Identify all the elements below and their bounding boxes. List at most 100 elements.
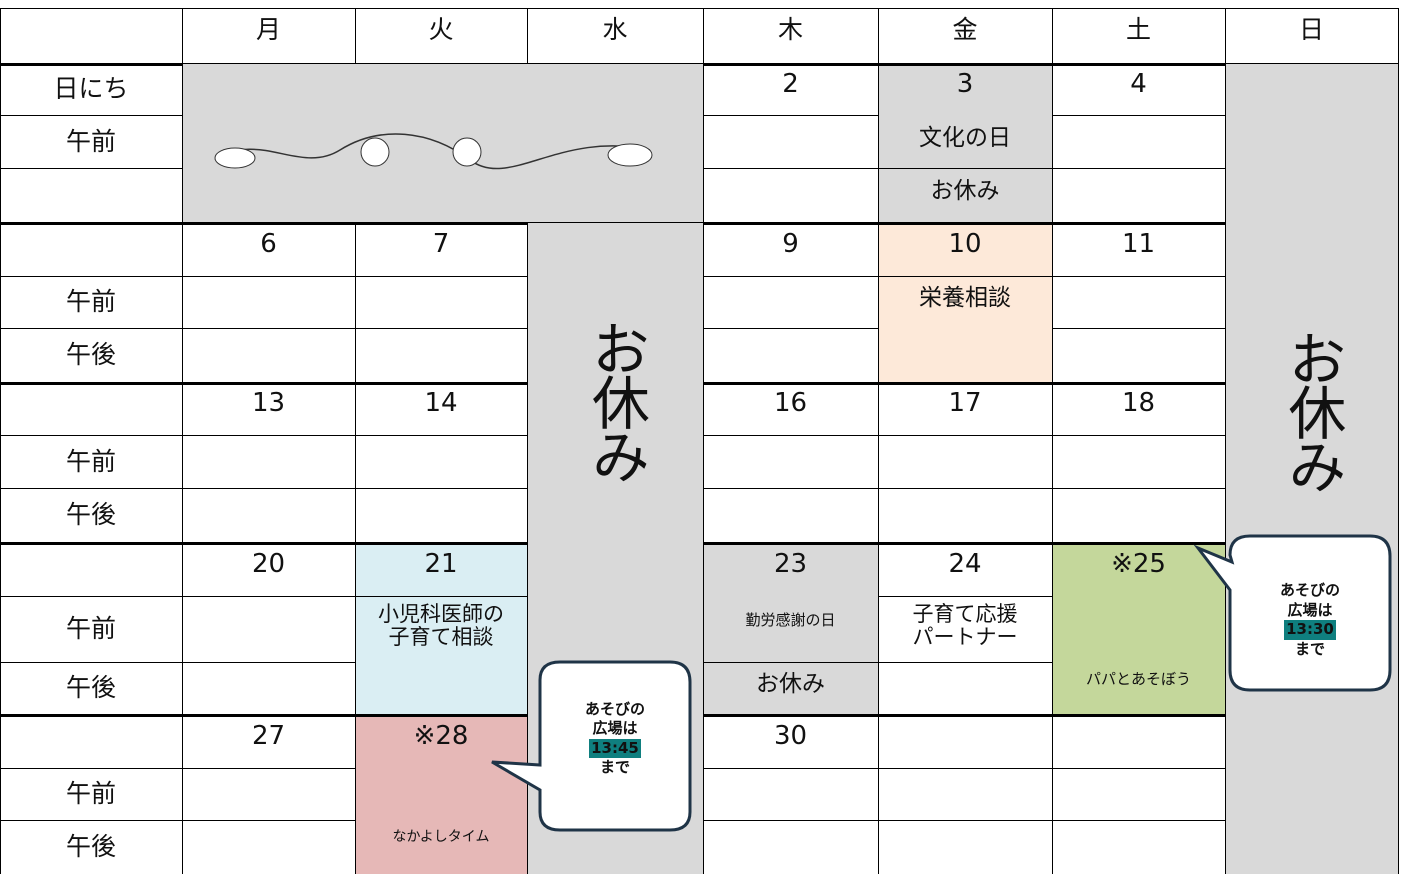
- text-line: 木: [777, 15, 803, 45]
- cell: [182, 276, 356, 329]
- date: 4: [1052, 63, 1225, 105]
- row-label: 午前: [0, 115, 182, 168]
- cell: [0, 820, 183, 874]
- cell: [878, 488, 1053, 543]
- text-line: 広場は: [1287, 600, 1333, 619]
- cell: [878, 222, 1053, 277]
- text-line: 日にち: [53, 74, 129, 104]
- text-line: 午前: [65, 446, 116, 476]
- cell: [182, 714, 356, 769]
- text-line: まで: [1294, 639, 1325, 658]
- date: 18: [1052, 382, 1225, 425]
- text-line: 午前: [65, 614, 116, 644]
- event: お休み: [703, 662, 878, 708]
- text-line: パートナー: [912, 625, 1018, 649]
- callout-time: 13:30: [1284, 620, 1336, 640]
- date: ※25: [1052, 542, 1225, 586]
- text-line: 23: [773, 548, 808, 579]
- text-line: 午前: [65, 126, 116, 156]
- text-line: 14: [424, 388, 458, 419]
- text-line: 午前: [65, 287, 116, 317]
- cell: [1052, 768, 1226, 821]
- row-label: 午後: [0, 662, 182, 714]
- date: 24: [878, 542, 1052, 586]
- header-cell: [355, 8, 528, 64]
- cell: [703, 714, 879, 769]
- event: 勤労感謝の日: [703, 596, 878, 644]
- text-line: なかよしタイム: [392, 829, 490, 846]
- text-line: 月: [255, 15, 281, 45]
- text-line: 午後: [65, 832, 116, 862]
- closed-label: お休み: [1225, 310, 1398, 510]
- cell: [1052, 168, 1226, 223]
- date: 3: [878, 63, 1052, 105]
- text-line: 18: [1121, 388, 1156, 419]
- row-label: 午後: [0, 488, 182, 542]
- text-line: あそびの: [584, 699, 645, 718]
- date: 2: [703, 63, 878, 105]
- closed-block: [1225, 63, 1399, 874]
- cell: [0, 328, 183, 383]
- row-label: 日にち: [0, 63, 182, 115]
- text-line: まで: [599, 758, 630, 776]
- date: 30: [703, 714, 878, 758]
- text-line: ※28: [413, 720, 469, 751]
- text-line: 広場は: [592, 719, 638, 737]
- event: お休み: [878, 168, 1052, 216]
- text-line: 3: [956, 68, 974, 99]
- day-header: 日: [1225, 8, 1398, 52]
- date: ※28: [355, 714, 527, 758]
- cell: [0, 168, 183, 223]
- text-line: お休み: [1278, 329, 1347, 491]
- cell: [182, 820, 356, 874]
- text-line: 17: [948, 388, 982, 419]
- event: 小児科医師の 子育て相談: [355, 596, 527, 656]
- cell: [703, 382, 879, 436]
- cell: [0, 542, 183, 597]
- text-line: 11: [1121, 228, 1156, 259]
- event: 子育て応援 パートナー: [878, 596, 1052, 656]
- cell: [355, 542, 528, 597]
- text-line: 16: [773, 388, 808, 419]
- text-line: 小児科医師の: [378, 601, 504, 626]
- date: 27: [182, 714, 355, 758]
- text-line: 土: [1125, 15, 1151, 45]
- cell-block: [1052, 542, 1226, 715]
- text-line: 4: [1130, 68, 1147, 99]
- cell: [703, 488, 879, 543]
- date: 14: [355, 382, 527, 425]
- header-cell: [703, 8, 879, 64]
- closed-block: [182, 63, 704, 223]
- callout: あそびの 広場は 13:30 まで: [1235, 560, 1385, 680]
- cell: [182, 222, 356, 277]
- closed-label: お休み: [527, 300, 703, 500]
- text-line: ※25: [1111, 548, 1166, 579]
- text-line: 10: [948, 228, 982, 259]
- event: なかよしタイム: [355, 820, 527, 856]
- date: 23: [703, 542, 878, 586]
- row-label: 午前: [0, 276, 182, 328]
- text-line: 9: [782, 228, 799, 259]
- text-line: 2: [782, 68, 799, 99]
- text-line: 21: [424, 548, 458, 579]
- text-line: 火: [428, 15, 454, 45]
- date: 20: [182, 542, 355, 586]
- date: 7: [355, 222, 527, 266]
- cell: [1052, 714, 1226, 769]
- header-cell: [0, 8, 183, 64]
- date: 21: [355, 542, 527, 586]
- cell: [0, 596, 183, 663]
- cell: [1052, 435, 1226, 489]
- cell: [878, 596, 1053, 663]
- text-line: 水: [602, 15, 628, 45]
- date: 16: [703, 382, 878, 425]
- row-label: 午後: [0, 328, 182, 382]
- row-label: 午前: [0, 768, 182, 820]
- text-line: 6: [260, 228, 277, 259]
- text-line: お休み: [581, 319, 650, 481]
- day-header: 水: [527, 8, 703, 52]
- header-cell: [878, 8, 1053, 64]
- text-line: 20: [251, 548, 286, 579]
- text-line: 午前: [65, 779, 116, 809]
- text-line: 日: [1298, 15, 1324, 45]
